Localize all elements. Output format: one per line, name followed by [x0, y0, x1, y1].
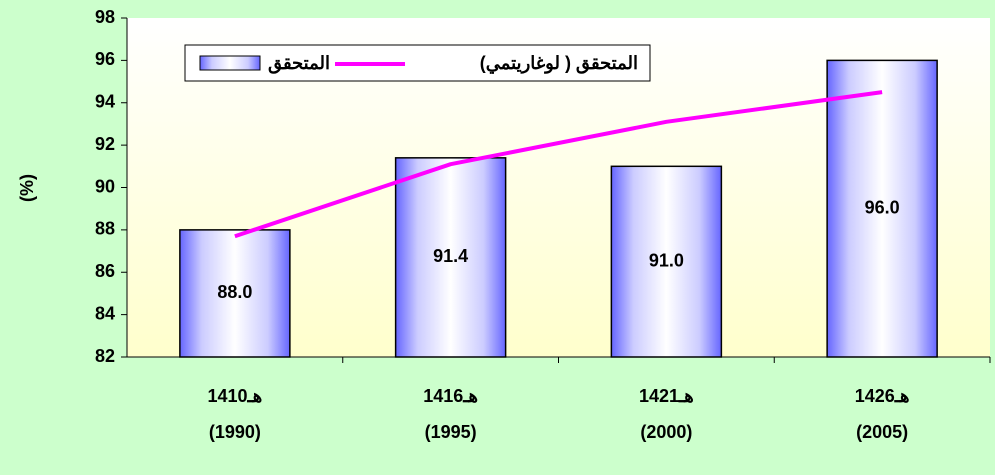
y-tick-label: 90 [95, 176, 115, 196]
y-tick-label: 82 [95, 346, 115, 366]
bar [179, 229, 291, 358]
y-tick-label: 86 [95, 261, 115, 281]
data-label: 88.0 [217, 282, 252, 302]
y-tick-label: 94 [95, 92, 115, 112]
y-tick-label: 84 [95, 303, 115, 323]
y-tick-label: 92 [95, 134, 115, 154]
data-label: 91.0 [649, 250, 684, 270]
bar [610, 165, 723, 358]
bar [826, 59, 938, 358]
y-tick-label: 88 [95, 219, 115, 239]
data-label: 96.0 [865, 197, 900, 217]
x-tick-label: 1410هـ [207, 386, 262, 406]
y-tick-label: 98 [95, 7, 115, 27]
data-label: 91.4 [433, 246, 468, 266]
x-tick-label: (2000) [640, 422, 692, 442]
bar [394, 157, 507, 358]
legend-swatch [199, 55, 261, 71]
trend-line [234, 90, 883, 239]
legend-label: المتحقق ( لوغاريتمي) [480, 53, 638, 74]
x-tick-label: 1416هـ [423, 386, 478, 406]
x-tick-label: (1990) [209, 422, 261, 442]
x-tick-label: 1426هـ [855, 386, 910, 406]
legend-label: المتحقق [268, 53, 330, 74]
legend-box [184, 44, 651, 82]
x-tick-label: (2005) [856, 422, 908, 442]
y-axis-label: (%) [17, 174, 37, 202]
y-tick-label: 96 [95, 49, 115, 69]
x-tick-label: (1995) [425, 422, 477, 442]
x-tick-label: 1421هـ [639, 386, 694, 406]
